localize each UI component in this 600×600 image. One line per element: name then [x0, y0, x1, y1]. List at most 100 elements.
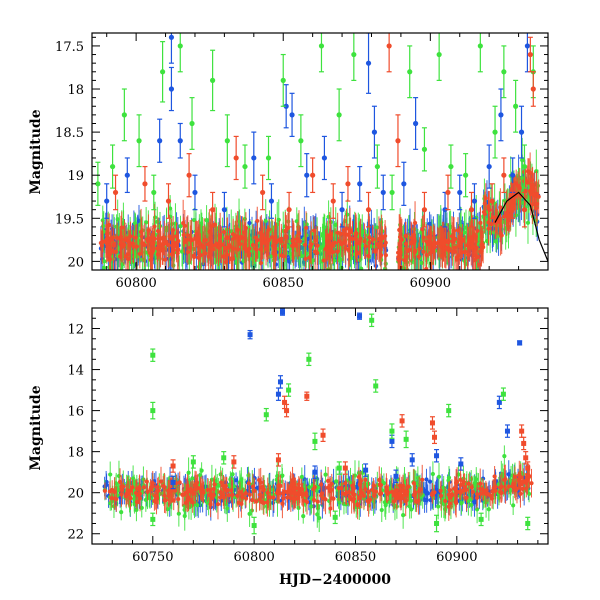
baseline-point: [301, 514, 306, 519]
baseline-point: [362, 239, 367, 244]
data-point: [260, 189, 266, 196]
baseline-point: [177, 271, 181, 275]
baseline-point: [436, 504, 441, 509]
data-point: [339, 207, 345, 213]
baseline-point: [424, 266, 429, 270]
baseline-point: [344, 226, 349, 231]
baseline-point: [421, 235, 426, 240]
baseline-point: [206, 254, 211, 259]
baseline-point: [219, 242, 224, 247]
data-point: [210, 207, 216, 213]
baseline-point: [165, 507, 170, 512]
baseline-point: [525, 220, 531, 225]
data-point: [521, 207, 528, 213]
data-point: [463, 172, 469, 178]
baseline-point: [230, 472, 235, 477]
baseline-point: [229, 257, 234, 262]
baseline-point: [119, 510, 124, 515]
baseline-point: [216, 483, 221, 488]
baseline-point: [238, 234, 243, 239]
data-point: [448, 163, 454, 170]
baseline-point: [142, 242, 147, 248]
baseline-point: [436, 474, 442, 479]
baseline-point: [478, 220, 483, 226]
data-point: [374, 163, 380, 170]
baseline-point: [176, 247, 181, 252]
baseline-point: [397, 227, 402, 233]
x-tick-label: 60900: [410, 276, 451, 291]
data-point: [157, 138, 163, 144]
baseline-point: [354, 231, 359, 236]
baseline-point: [111, 274, 115, 278]
baseline-point: [162, 236, 167, 241]
baseline-point: [188, 245, 193, 250]
baseline-point: [339, 265, 344, 270]
baseline-point: [247, 511, 252, 516]
baseline-point: [171, 247, 177, 253]
baseline-point: [511, 503, 516, 508]
data-point: [298, 138, 304, 144]
data-point: [357, 181, 363, 187]
baseline-point: [489, 221, 494, 227]
baseline-point: [460, 238, 465, 244]
data-point: [283, 103, 289, 109]
data-point: [121, 112, 127, 118]
baseline-point: [307, 255, 312, 260]
baseline-point: [450, 249, 455, 254]
baseline-point: [502, 453, 507, 459]
y-tick-label: 20: [67, 255, 84, 270]
baseline-point: [186, 470, 191, 475]
baseline-point: [197, 240, 202, 246]
data-point: [112, 189, 119, 196]
baseline-point: [466, 241, 471, 246]
data-point: [109, 163, 116, 170]
baseline-points: [102, 445, 534, 533]
baseline-point: [424, 490, 430, 495]
baseline-point: [255, 218, 260, 224]
baseline-point: [260, 233, 265, 238]
baseline-point: [178, 224, 183, 229]
data-point: [177, 43, 183, 49]
data-point: [518, 129, 525, 135]
baseline-point: [474, 507, 480, 512]
baseline-point: [209, 243, 214, 248]
baseline-point: [536, 194, 541, 199]
plot-area: [95, 33, 548, 278]
baseline-point: [398, 250, 403, 255]
baseline-point: [483, 196, 488, 201]
data-point: [318, 43, 325, 49]
data-point: [336, 112, 342, 118]
baseline-point: [506, 472, 511, 477]
top-panel: 60800 60850 60900 17.5 18 18.5 19 19.5 20: [55, 32, 549, 291]
baseline-point: [198, 253, 203, 258]
baseline-point: [170, 243, 175, 248]
baseline-point: [446, 240, 451, 245]
baseline-point: [279, 473, 285, 478]
plot-area: [102, 308, 534, 535]
baseline-point: [466, 498, 471, 503]
baseline-point: [486, 507, 491, 512]
baseline-point: [469, 476, 474, 482]
data-point: [477, 43, 483, 49]
baseline-point: [401, 513, 406, 518]
baseline-point: [412, 249, 417, 255]
baseline-point: [335, 249, 340, 254]
baseline-point: [108, 472, 113, 477]
series-1: [95, 33, 536, 211]
baseline-point: [134, 244, 139, 249]
data-point: [445, 189, 451, 196]
baseline-point: [441, 241, 446, 247]
baseline-point: [181, 232, 186, 238]
data-point: [233, 155, 239, 161]
data-point: [527, 51, 533, 58]
baseline-point: [454, 257, 459, 262]
baseline-point: [307, 485, 312, 490]
baseline-point: [107, 245, 112, 251]
baseline-point: [104, 479, 109, 485]
baseline-point: [212, 243, 218, 248]
baseline-point: [328, 235, 333, 241]
baseline-point: [303, 256, 308, 262]
baseline-point: [111, 504, 117, 509]
baseline-point: [424, 252, 429, 258]
baseline-point: [422, 497, 427, 503]
